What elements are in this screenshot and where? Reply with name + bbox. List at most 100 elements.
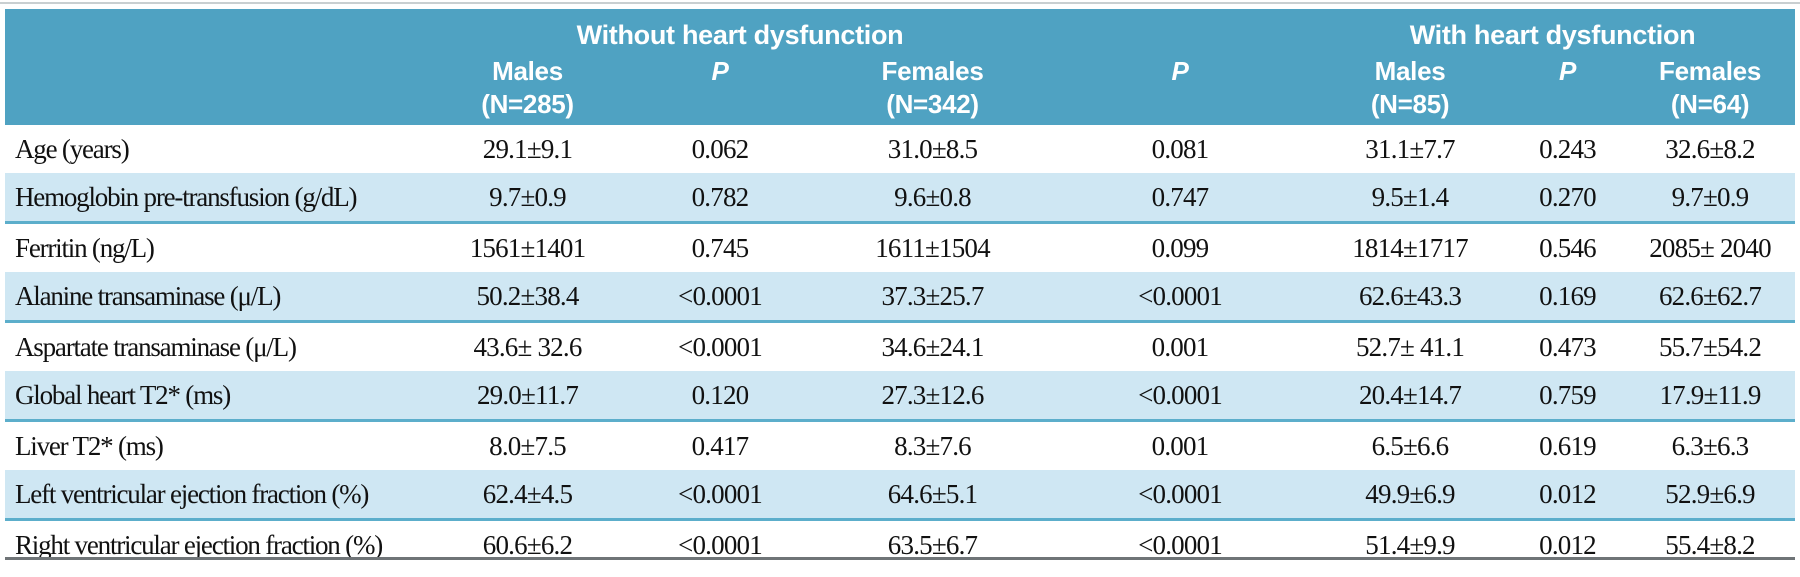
bottom-rule <box>5 557 1795 560</box>
table-row-aspartate-transaminase: Aspartate transaminase (μ/L) 43.6± 32.6 … <box>5 322 1795 372</box>
group-header-with-dysfunction: With heart dysfunction <box>1310 9 1796 51</box>
table-row-right-ventricular-ef: Right ventricular ejection fraction (%) … <box>5 520 1795 570</box>
p-value-cell: 0.062 <box>691 133 750 164</box>
p-value-cell: <0.0001 <box>678 529 763 560</box>
corner-cell <box>5 9 430 51</box>
value-cell: 62.4±4.5 <box>430 470 625 521</box>
row-label: Right ventricular ejection fraction (%) <box>15 529 383 560</box>
table-row-age: Age (years) 29.1±9.1 0.062 31.0±8.5 0.08… <box>5 125 1795 173</box>
value-cell: 1561±1401 <box>469 232 586 263</box>
row-label: Ferritin (ng/L) <box>15 232 155 263</box>
p-value-cell: 0.081 <box>1151 133 1210 164</box>
value-cell: 8.3±7.6 <box>894 430 972 461</box>
p-value-cell: 0.619 <box>1539 430 1597 461</box>
value-cell: 64.6±5.1 <box>815 470 1051 521</box>
p-value-cell: <0.0001 <box>1050 371 1311 422</box>
p-value-cell: <0.0001 <box>625 470 815 521</box>
p-value-cell: 0.759 <box>1510 371 1626 422</box>
table-row-alanine-transaminase: Alanine transaminase (μ/L) 50.2±38.4 <0.… <box>5 272 1796 323</box>
value-cell: 63.5±6.7 <box>887 529 978 560</box>
value-cell: 8.0±7.5 <box>489 430 567 461</box>
table-row-left-ventricular-ef: Left ventricular ejection fraction (%) 6… <box>5 470 1796 521</box>
table-row-hemoglobin: Hemoglobin pre-transfusion (g/dL) 9.7±0.… <box>5 173 1796 224</box>
p-value-cell: 0.001 <box>1151 430 1210 461</box>
corner-cell <box>5 51 430 125</box>
p-value-cell: <0.0001 <box>1050 470 1311 521</box>
value-cell: 27.3±12.6 <box>815 371 1051 422</box>
value-cell: 50.2±38.4 <box>430 272 625 323</box>
p-value-cell: <0.0001 <box>1050 272 1311 323</box>
value-cell: 43.6± 32.6 <box>473 331 582 362</box>
col-header-males-85: Males (N=85) <box>1310 51 1511 125</box>
value-cell: 55.4±8.2 <box>1665 529 1755 560</box>
p-value-cell: 0.417 <box>691 430 750 461</box>
row-label: Liver T2* (ms) <box>15 430 164 461</box>
group-header-row: Without heart dysfunction With heart dys… <box>5 9 1796 51</box>
table-row-global-heart-t2: Global heart T2* (ms) 29.0±11.7 0.120 27… <box>5 371 1796 422</box>
col-header-females-64: Females (N=64) <box>1625 51 1796 125</box>
value-cell: 31.1±7.7 <box>1365 133 1455 164</box>
column-header-row: Males (N=285) P Females (N=342) P Males (N=… <box>5 51 1796 125</box>
p-value-cell: 0.270 <box>1510 173 1626 224</box>
value-cell: 60.6±6.2 <box>482 529 573 560</box>
row-label: Hemoglobin pre-transfusion (g/dL) <box>5 173 430 224</box>
row-label: Left ventricular ejection fraction (%) <box>5 470 430 521</box>
p-value-cell: <0.0001 <box>678 331 763 362</box>
col-header-p3: P <box>1510 51 1626 125</box>
col-header-females-342: Females (N=342) <box>815 51 1051 125</box>
row-label: Alanine transaminase (μ/L) <box>5 272 430 323</box>
p-value-cell: 0.012 <box>1510 470 1626 521</box>
col-header-p1: P <box>625 51 815 125</box>
value-cell: 52.7± 41.1 <box>1355 331 1465 362</box>
table-row-ferritin: Ferritin (ng/L) 1561±1401 0.745 1611±150… <box>5 223 1795 273</box>
top-rule <box>0 2 1800 4</box>
value-cell: 2085± 2040 <box>1649 232 1771 263</box>
value-cell: 9.6±0.8 <box>815 173 1051 224</box>
p-value-cell: 0.099 <box>1151 232 1210 263</box>
p-value-cell: 0.745 <box>691 232 750 263</box>
value-cell: 29.0±11.7 <box>430 371 625 422</box>
p-value-cell: <0.0001 <box>625 272 815 323</box>
p-value-cell: 0.120 <box>625 371 815 422</box>
value-cell: 32.6±8.2 <box>1665 133 1755 164</box>
row-label: Global heart T2* (ms) <box>5 371 430 422</box>
value-cell: 1611±1504 <box>875 232 990 263</box>
p-value-cell: 0.747 <box>1050 173 1311 224</box>
col-header-males-285: Males (N=285) <box>430 51 625 125</box>
value-cell: 20.4±14.7 <box>1310 371 1511 422</box>
table-body: Age (years) 29.1±9.1 0.062 31.0±8.5 0.08… <box>5 125 1796 570</box>
p-value-cell: 0.546 <box>1539 232 1597 263</box>
value-cell: 9.7±0.9 <box>1625 173 1796 224</box>
value-cell: 1814±1717 <box>1352 232 1468 263</box>
p-value-cell: 0.473 <box>1539 331 1597 362</box>
value-cell: 31.0±8.5 <box>887 133 978 164</box>
p-value-cell: 0.169 <box>1510 272 1626 323</box>
value-cell: 9.7±0.9 <box>430 173 625 224</box>
col-header-p2: P <box>1050 51 1311 125</box>
group-header-spacer <box>1050 9 1311 51</box>
value-cell: 6.3±6.3 <box>1671 430 1750 461</box>
value-cell: 62.6±62.7 <box>1625 272 1796 323</box>
value-cell: 29.1±9.1 <box>482 133 573 164</box>
p-value-cell: 0.243 <box>1539 133 1597 164</box>
table-row-liver-t2: Liver T2* (ms) 8.0±7.5 0.417 8.3±7.6 0.0… <box>5 421 1795 471</box>
value-cell: 52.9±6.9 <box>1625 470 1796 521</box>
p-value-cell: 0.012 <box>1539 529 1597 560</box>
p-value-cell: <0.0001 <box>1138 529 1223 560</box>
row-label: Age (years) <box>15 133 130 164</box>
value-cell: 6.5±6.6 <box>1371 430 1450 461</box>
value-cell: 55.7±54.2 <box>1658 331 1762 362</box>
value-cell: 51.4±9.9 <box>1365 529 1455 560</box>
p-value-cell: 0.782 <box>625 173 815 224</box>
row-label: Aspartate transaminase (μ/L) <box>15 331 297 362</box>
table-header: Without heart dysfunction With heart dys… <box>5 9 1796 125</box>
value-cell: 49.9±6.9 <box>1310 470 1511 521</box>
value-cell: 17.9±11.9 <box>1625 371 1796 422</box>
value-cell: 34.6±24.1 <box>881 331 984 362</box>
value-cell: 62.6±43.3 <box>1310 272 1511 323</box>
statistics-table: Without heart dysfunction With heart dys… <box>5 9 1796 570</box>
group-header-without-dysfunction: Without heart dysfunction <box>430 9 1051 51</box>
p-value-cell: 0.001 <box>1151 331 1210 362</box>
value-cell: 37.3±25.7 <box>815 272 1051 323</box>
